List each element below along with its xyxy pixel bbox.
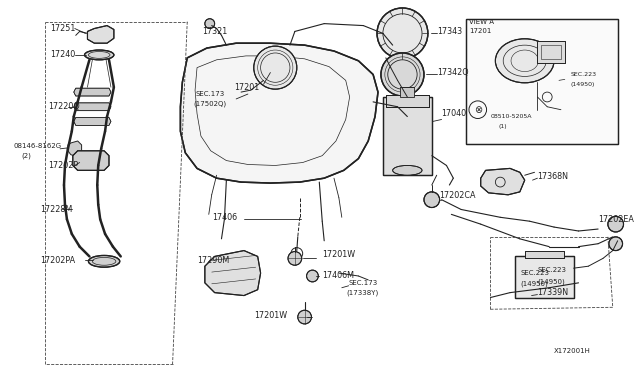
Circle shape	[298, 310, 312, 324]
Bar	[466, 19, 618, 144]
Polygon shape	[88, 26, 114, 43]
Text: 17202CA: 17202CA	[440, 191, 476, 200]
Text: X172001H: X172001H	[554, 348, 591, 354]
Circle shape	[288, 251, 301, 265]
Text: VIEW A: VIEW A	[469, 19, 494, 25]
Bar	[383, 97, 432, 175]
Text: (2): (2)	[21, 153, 31, 159]
Ellipse shape	[88, 256, 120, 267]
Bar	[515, 256, 573, 298]
Text: SEC.223: SEC.223	[538, 267, 566, 273]
Text: (14950): (14950)	[520, 280, 548, 287]
Polygon shape	[74, 118, 111, 125]
Text: 17201: 17201	[469, 28, 492, 35]
Bar	[525, 251, 564, 259]
Text: 08146-8162G: 08146-8162G	[13, 143, 61, 149]
Circle shape	[609, 237, 623, 251]
Polygon shape	[481, 169, 525, 195]
Bar	[401, 87, 414, 97]
Bar	[525, 251, 564, 259]
Text: SEC.223: SEC.223	[571, 72, 597, 77]
Polygon shape	[73, 151, 109, 170]
Text: (1): (1)	[499, 124, 507, 129]
Polygon shape	[180, 43, 378, 183]
Text: (17338Y): (17338Y)	[347, 289, 379, 296]
Polygon shape	[205, 251, 260, 296]
Text: 17202PA: 17202PA	[40, 256, 76, 265]
Text: 17290M: 17290M	[197, 256, 229, 265]
Bar	[466, 19, 618, 144]
Text: 17228M: 17228M	[40, 205, 73, 214]
Text: 17342Q: 17342Q	[436, 68, 468, 77]
Text: 17321: 17321	[202, 27, 227, 36]
Bar	[386, 95, 429, 107]
Bar	[538, 41, 565, 63]
Text: 17406M: 17406M	[322, 272, 354, 280]
Circle shape	[381, 53, 424, 96]
Text: 17040: 17040	[442, 109, 467, 118]
Text: 17343: 17343	[436, 27, 462, 36]
Bar	[383, 97, 432, 175]
Circle shape	[205, 19, 214, 29]
Text: 17201W: 17201W	[322, 250, 355, 259]
Circle shape	[377, 8, 428, 59]
Text: 17368N: 17368N	[538, 172, 568, 181]
Text: ⊗: ⊗	[474, 105, 482, 115]
Bar	[515, 256, 573, 298]
Text: 17339N: 17339N	[538, 288, 568, 297]
Text: (17502Q): (17502Q)	[193, 100, 227, 107]
Text: SEC.173: SEC.173	[349, 280, 378, 286]
Bar	[538, 41, 565, 63]
Text: 17202EA: 17202EA	[598, 215, 634, 224]
Circle shape	[424, 192, 440, 208]
Polygon shape	[74, 88, 111, 96]
Text: 17201: 17201	[234, 83, 259, 92]
Text: SEC.173: SEC.173	[195, 91, 225, 97]
Circle shape	[608, 217, 623, 232]
Ellipse shape	[84, 50, 114, 60]
Ellipse shape	[393, 166, 422, 175]
Text: 17240: 17240	[51, 51, 76, 60]
Text: SEC.223: SEC.223	[520, 270, 549, 276]
Text: (14950): (14950)	[571, 82, 595, 87]
Bar	[386, 95, 429, 107]
Ellipse shape	[495, 39, 554, 83]
Text: 08510-5205A: 08510-5205A	[490, 114, 532, 119]
Polygon shape	[74, 103, 111, 111]
Text: 17251: 17251	[51, 24, 76, 33]
Circle shape	[307, 270, 318, 282]
Bar	[541, 45, 561, 59]
Text: (14950): (14950)	[538, 279, 565, 285]
Text: 17202P: 17202P	[49, 161, 79, 170]
Text: 17220Q: 17220Q	[49, 102, 80, 111]
Text: 17406: 17406	[212, 213, 237, 222]
Circle shape	[254, 46, 297, 89]
Polygon shape	[68, 141, 82, 157]
Text: 17201W: 17201W	[254, 311, 287, 320]
